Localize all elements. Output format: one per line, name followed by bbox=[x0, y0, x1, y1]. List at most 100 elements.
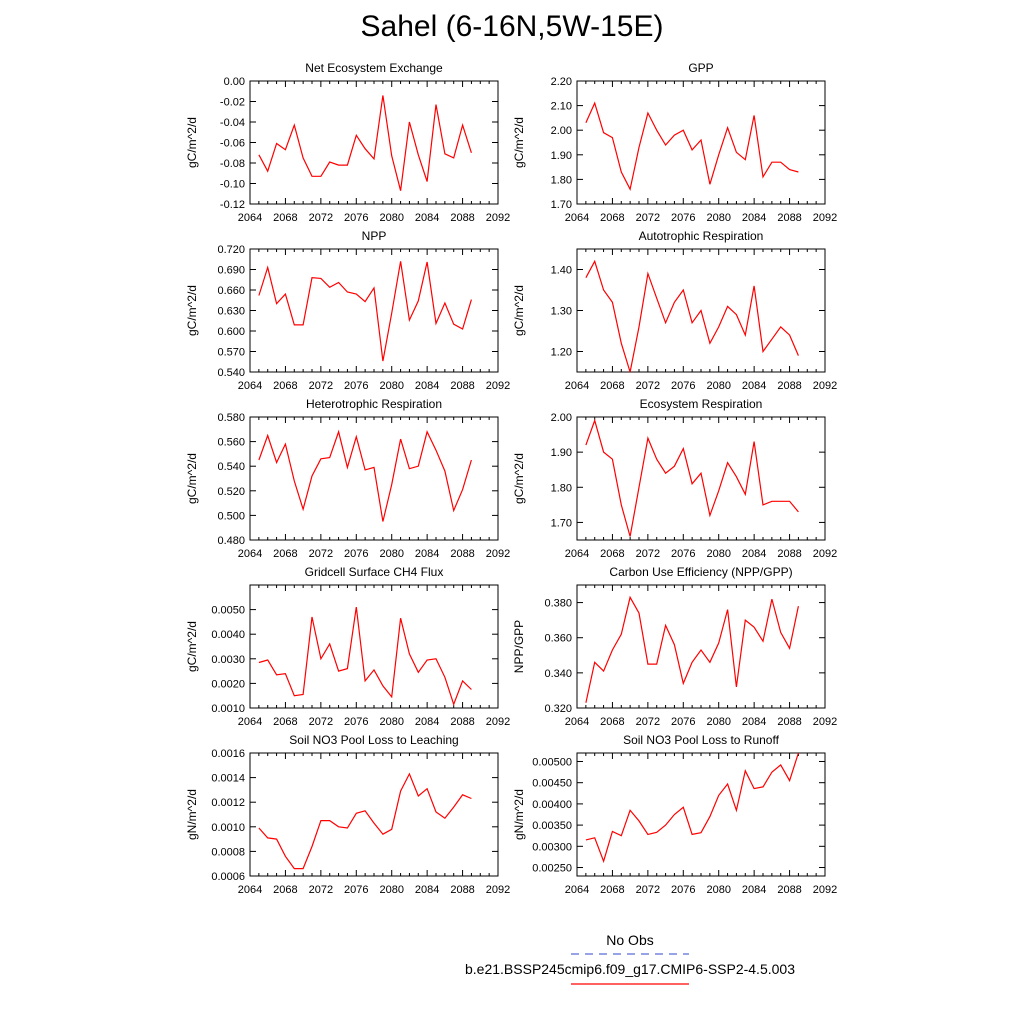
panel-4-xtick-label: 2092 bbox=[813, 380, 837, 392]
panel-1-ytick-label: -0.08 bbox=[220, 158, 245, 170]
panel-3-ytick-label: 0.540 bbox=[217, 367, 245, 379]
panel-6-xtick-label: 2080 bbox=[706, 548, 730, 560]
panel-6-frame bbox=[576, 416, 826, 541]
panel-2-xtick-label: 2080 bbox=[706, 212, 730, 224]
panel-2-xtick-label: 2088 bbox=[777, 212, 801, 224]
panel-9-ytick-label: 0.0012 bbox=[211, 797, 245, 809]
panel-8-ytick-label: 0.360 bbox=[544, 633, 572, 645]
panel-9-xtick-label: 2088 bbox=[450, 884, 474, 896]
panel-5-ytick-label: 0.540 bbox=[217, 461, 245, 473]
figure-title: Sahel (6-16N,5W-15E) bbox=[360, 10, 664, 43]
panel-5-ytick-label: 0.580 bbox=[217, 412, 245, 424]
panel-1-ytick-label: 0.00 bbox=[224, 76, 245, 88]
legend-label-no-obs: No Obs bbox=[606, 932, 654, 948]
panel-7-ytick-label: 0.0050 bbox=[211, 605, 245, 617]
panel-10-xtick-label: 2080 bbox=[706, 884, 730, 896]
panel-7-ytick-label: 0.0040 bbox=[211, 629, 245, 641]
panel-9-xtick-label: 2064 bbox=[238, 884, 262, 896]
panel-5-ytick-label: 0.500 bbox=[217, 510, 245, 522]
panel-1-ytick-label: -0.06 bbox=[220, 138, 245, 150]
panel-9-frame bbox=[249, 752, 499, 877]
panel-6-xtick-label: 2064 bbox=[565, 548, 589, 560]
panel-1-ytick-label: -0.04 bbox=[220, 117, 245, 129]
panel-6-ytick-label: 2.00 bbox=[551, 412, 572, 424]
panel-1-ytick-label: -0.10 bbox=[220, 179, 245, 191]
panel-3-xtick-label: 2076 bbox=[344, 380, 368, 392]
panel-7-ytick-label: 0.0030 bbox=[211, 654, 245, 666]
panel-3-ytick-label: 0.630 bbox=[217, 306, 245, 318]
panel-7-xtick-label: 2092 bbox=[486, 716, 510, 728]
panel-5-title: Heterotrophic Respiration bbox=[306, 397, 442, 411]
panel-4-xtick-label: 2084 bbox=[742, 380, 766, 392]
panel-6-xtick-label: 2076 bbox=[671, 548, 695, 560]
panel-8-xtick-label: 2084 bbox=[742, 716, 766, 728]
panel-7-ytick-label: 0.0010 bbox=[211, 703, 245, 715]
panel-3-xtick-label: 2088 bbox=[450, 380, 474, 392]
panel-8-ytick-label: 0.340 bbox=[544, 668, 572, 680]
panel-5-xtick-label: 2092 bbox=[486, 548, 510, 560]
panel-3-xtick-label: 2084 bbox=[415, 380, 439, 392]
panel-7-xtick-label: 2084 bbox=[415, 716, 439, 728]
panel-6-ylabel: gC/m^2/d bbox=[512, 453, 526, 504]
panel-2-xtick-label: 2064 bbox=[565, 212, 589, 224]
panel-9-ytick-label: 0.0006 bbox=[211, 871, 245, 883]
panel-7-title: Gridcell Surface CH4 Flux bbox=[305, 565, 444, 579]
panel-3-xtick-label: 2068 bbox=[273, 380, 297, 392]
panel-5-xtick-label: 2088 bbox=[450, 548, 474, 560]
panel-6-xtick-label: 2092 bbox=[813, 548, 837, 560]
panel-10-ytick-label: 0.00350 bbox=[532, 820, 572, 832]
panel-6-xtick-label: 2068 bbox=[600, 548, 624, 560]
panel-2-xtick-label: 2084 bbox=[742, 212, 766, 224]
panel-9-series-line bbox=[258, 772, 472, 870]
panel-5-ytick-label: 0.520 bbox=[217, 486, 245, 498]
panel-6-xtick-label: 2084 bbox=[742, 548, 766, 560]
panel-4-series-line bbox=[585, 259, 799, 373]
panel-2-xtick-label: 2076 bbox=[671, 212, 695, 224]
panel-10-ytick-label: 0.00250 bbox=[532, 863, 572, 875]
panel-3-ytick-label: 0.570 bbox=[217, 347, 245, 359]
panel-1-ytick-label: -0.12 bbox=[220, 199, 245, 211]
panel-1-series-line bbox=[258, 95, 472, 191]
panel-3-xtick-label: 2064 bbox=[238, 380, 262, 392]
panel-10-ylabel: gN/m^2/d bbox=[512, 789, 526, 840]
panel-3-ylabel: gC/m^2/d bbox=[185, 285, 199, 336]
panel-8-series-line bbox=[585, 595, 799, 703]
panel-10-xtick-label: 2076 bbox=[671, 884, 695, 896]
panel-4-ytick-label: 1.20 bbox=[551, 347, 572, 359]
panel-8-xtick-label: 2064 bbox=[565, 716, 589, 728]
panel-4-xtick-label: 2076 bbox=[671, 380, 695, 392]
panel-2-ylabel: gC/m^2/d bbox=[512, 117, 526, 168]
panel-2-series-line bbox=[585, 101, 799, 191]
panel-1-xtick-label: 2068 bbox=[273, 212, 297, 224]
panel-10-xtick-label: 2084 bbox=[742, 884, 766, 896]
panel-8-xtick-label: 2072 bbox=[636, 716, 660, 728]
panel-5-series-line bbox=[258, 429, 472, 522]
panel-5-xtick-label: 2080 bbox=[379, 548, 403, 560]
panel-9-title: Soil NO3 Pool Loss to Leaching bbox=[289, 733, 458, 747]
panel-7-xtick-label: 2064 bbox=[238, 716, 262, 728]
panel-6-xtick-label: 2072 bbox=[636, 548, 660, 560]
panel-2-ytick-label: 2.20 bbox=[551, 76, 572, 88]
panel-10-xtick-label: 2068 bbox=[600, 884, 624, 896]
panel-6-title: Ecosystem Respiration bbox=[640, 397, 763, 411]
panel-7-xtick-label: 2068 bbox=[273, 716, 297, 728]
panel-2-xtick-label: 2092 bbox=[813, 212, 837, 224]
panel-1-frame bbox=[249, 80, 499, 205]
panel-4-xtick-label: 2072 bbox=[636, 380, 660, 392]
panel-2-xtick-label: 2068 bbox=[600, 212, 624, 224]
panel-5-ytick-label: 0.560 bbox=[217, 437, 245, 449]
panel-9-ytick-label: 0.0010 bbox=[211, 822, 245, 834]
panel-9-ytick-label: 0.0016 bbox=[211, 748, 245, 760]
panel-3-xtick-label: 2080 bbox=[379, 380, 403, 392]
panel-3-xtick-label: 2092 bbox=[486, 380, 510, 392]
panel-9-xtick-label: 2076 bbox=[344, 884, 368, 896]
panel-6-series-line bbox=[585, 418, 799, 537]
panel-10-ytick-label: 0.00450 bbox=[532, 778, 572, 790]
panel-4-ylabel: gC/m^2/d bbox=[512, 285, 526, 336]
panel-3-series-line bbox=[258, 261, 472, 362]
panel-5-xtick-label: 2068 bbox=[273, 548, 297, 560]
panel-2-ytick-label: 1.70 bbox=[551, 199, 572, 211]
panel-8-xtick-label: 2068 bbox=[600, 716, 624, 728]
panel-7-ylabel: gC/m^2/d bbox=[185, 621, 199, 672]
